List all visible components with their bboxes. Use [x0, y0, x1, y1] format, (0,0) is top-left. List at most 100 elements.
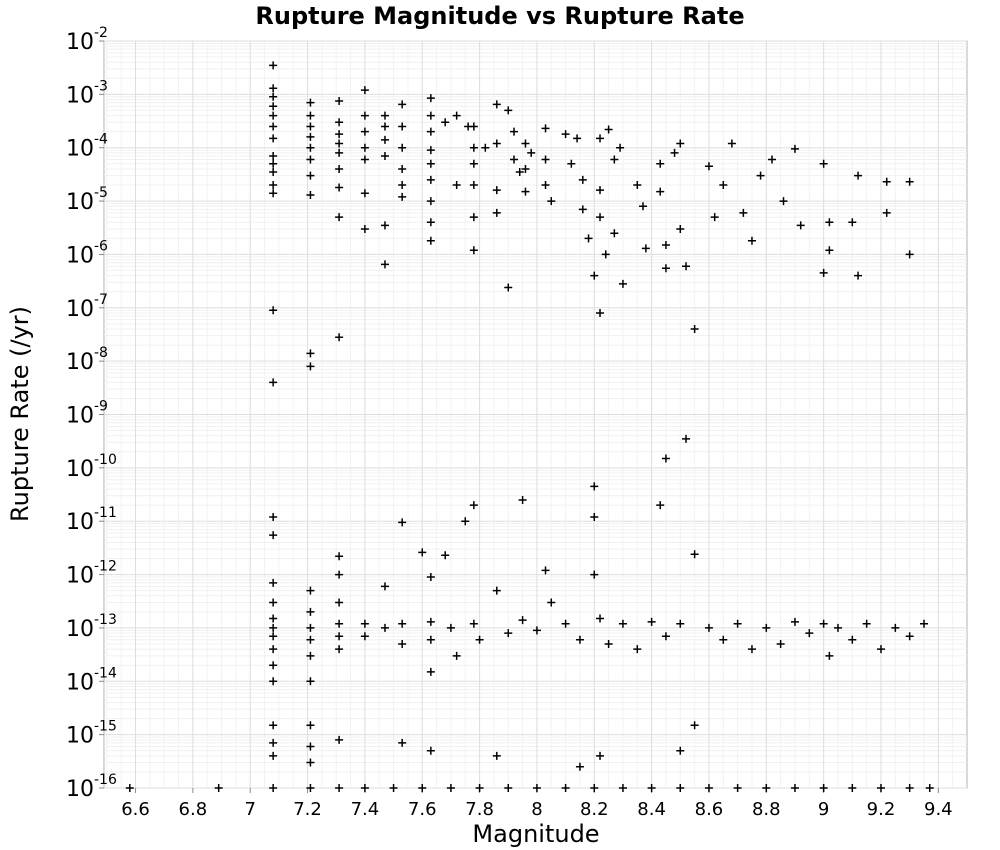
x-tick-label: 8.8 — [752, 799, 781, 820]
data-point — [805, 629, 814, 638]
data-point — [380, 151, 389, 160]
data-point — [604, 639, 613, 648]
data-point — [547, 598, 556, 607]
data-point — [596, 308, 605, 317]
data-point — [518, 616, 527, 625]
data-point — [398, 164, 407, 173]
data-point — [532, 784, 541, 792]
data-point — [335, 598, 344, 607]
data-point — [573, 134, 582, 143]
data-point — [854, 271, 863, 280]
data-point — [475, 784, 484, 792]
data-point — [426, 573, 435, 582]
data-point — [306, 651, 315, 660]
data-point — [676, 746, 685, 755]
data-point — [469, 501, 478, 510]
data-point — [269, 645, 278, 654]
chart-title: Rupture Magnitude vs Rupture Rate — [255, 2, 744, 30]
data-point — [269, 84, 278, 93]
data-point — [269, 61, 278, 70]
data-point — [306, 362, 315, 371]
data-point — [269, 134, 278, 143]
data-point — [790, 617, 799, 626]
data-point — [360, 224, 369, 233]
data-point — [690, 721, 699, 730]
data-point — [306, 586, 315, 595]
data-point — [306, 122, 315, 131]
data-point — [380, 582, 389, 591]
data-point — [398, 619, 407, 628]
data-point — [452, 181, 461, 190]
data-point — [596, 751, 605, 760]
data-point — [876, 645, 885, 654]
data-point — [426, 218, 435, 227]
data-point — [475, 635, 484, 644]
data-point — [269, 598, 278, 607]
y-tick-exponent: -12 — [94, 559, 117, 575]
data-point — [306, 190, 315, 199]
data-point — [919, 619, 928, 628]
data-point — [690, 550, 699, 559]
data-point — [848, 218, 857, 227]
data-point — [426, 635, 435, 644]
x-tick-label: 7.4 — [351, 799, 380, 820]
data-point — [547, 197, 556, 206]
data-point — [398, 181, 407, 190]
data-point — [461, 517, 470, 526]
data-point — [541, 155, 550, 164]
data-point — [469, 213, 478, 222]
data-point — [335, 632, 344, 641]
data-point — [719, 635, 728, 644]
data-point — [590, 512, 599, 521]
data-point — [335, 183, 344, 192]
data-point — [380, 623, 389, 632]
data-point — [590, 784, 599, 792]
data-point — [661, 632, 670, 641]
data-point — [398, 100, 407, 109]
data-point — [848, 784, 857, 792]
data-point — [269, 784, 278, 792]
y-tick-label: 10-6 — [66, 238, 108, 268]
data-point — [269, 122, 278, 131]
data-point — [335, 97, 344, 106]
data-point — [426, 146, 435, 155]
data-point — [670, 148, 679, 157]
x-tick-label: 8.6 — [695, 799, 724, 820]
data-point — [682, 262, 691, 271]
data-point — [441, 118, 450, 127]
data-point — [905, 177, 914, 186]
data-point — [584, 234, 593, 243]
data-point — [518, 495, 527, 504]
data-point — [633, 181, 642, 190]
data-point — [676, 784, 685, 792]
data-point — [567, 159, 576, 168]
data-point — [532, 626, 541, 635]
data-point — [335, 213, 344, 222]
data-point — [426, 197, 435, 206]
data-point — [578, 205, 587, 214]
data-point — [426, 746, 435, 755]
data-point — [418, 784, 427, 792]
data-point — [656, 501, 665, 510]
data-point — [452, 651, 461, 660]
data-point — [604, 125, 613, 134]
data-point — [661, 454, 670, 463]
data-point — [446, 623, 455, 632]
data-point — [541, 124, 550, 133]
data-point — [360, 784, 369, 792]
data-point — [776, 639, 785, 648]
data-point — [269, 306, 278, 315]
y-tick-exponent: -2 — [94, 25, 108, 41]
data-point — [925, 784, 934, 792]
data-point — [596, 134, 605, 143]
data-point — [335, 333, 344, 342]
data-point — [618, 619, 627, 628]
data-point — [306, 111, 315, 120]
data-point — [504, 283, 513, 292]
data-point — [676, 139, 685, 148]
data-point — [704, 162, 713, 171]
y-tick-exponent: -5 — [94, 185, 108, 201]
x-tick-label: 8 — [531, 799, 542, 820]
data-point — [521, 187, 530, 196]
y-tick-exponent: -16 — [94, 772, 117, 788]
